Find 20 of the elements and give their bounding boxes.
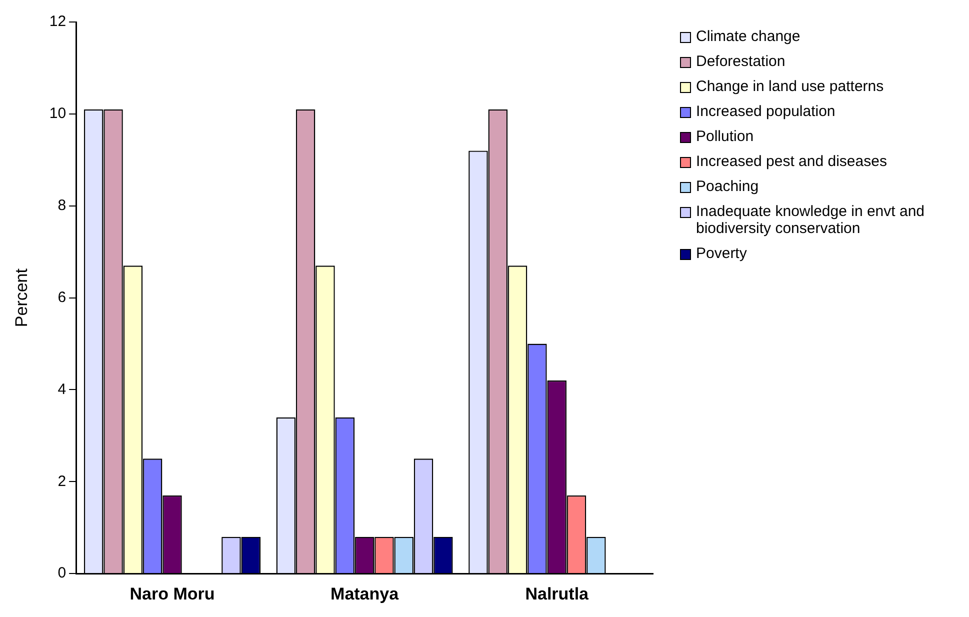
legend-label: Inadequate knowledge in envt and biodiversity conservation [696,203,926,237]
y-tick-label: 6 [58,288,66,306]
y-tick-label: 4 [58,380,66,398]
legend-label: Poverty [696,245,747,262]
x-tick-label: Nalrutla [525,584,590,604]
y-tick-label: 8 [58,197,66,214]
legend-label: Poaching [696,178,759,195]
legend-label: Increased pest and diseases [696,153,887,170]
y-tick-label: 0 [58,564,66,582]
legend-label: Climate change [696,28,800,45]
y-tick-label: 10 [49,105,66,122]
y-tick-label: 12 [49,13,66,30]
x-tick-label: Naro Moru [130,584,215,604]
legend-label: Pollution [696,128,754,145]
legend-label: Increased population [696,103,836,120]
legend-label: Change in land use patterns [696,78,884,95]
y-axis-title: Percent [12,268,31,328]
legend-label: Deforestation [696,53,786,70]
y-tick-label: 2 [58,472,66,490]
x-tick-label: Matanya [330,584,400,604]
